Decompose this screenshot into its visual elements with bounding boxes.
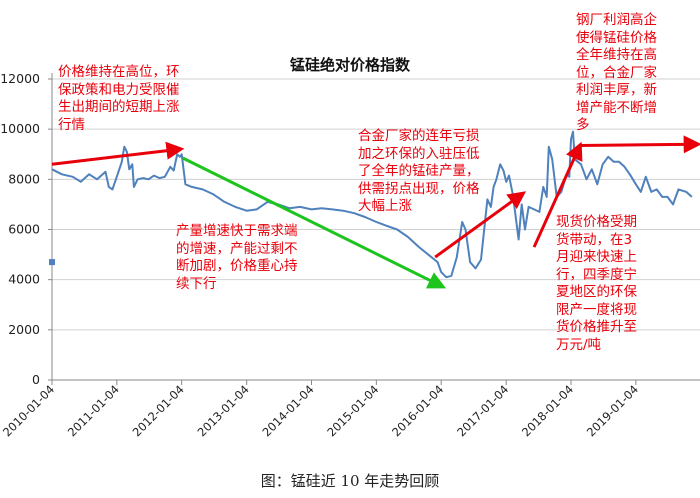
- annotation-2010-2011: 价格维持在高位，环 保政策和电力受限催 生出期间的短期上涨 行情: [58, 64, 180, 133]
- annotation-2018: 钢厂利润高企 使得锰硅价格 全年维持在高 位，合金厂家 利润丰厚，新 增产能不断…: [576, 12, 657, 133]
- y-tick-label: 8000: [8, 171, 40, 186]
- series-marker: [49, 259, 55, 266]
- trend-arrow-up: [532, 141, 583, 248]
- x-tick-label: 2013-01-04: [195, 382, 252, 439]
- x-tick-label: 2019-01-04: [584, 382, 641, 439]
- annotation-2017: 现货价格受期 货带动，在3 月迎来快速上 行，四季度宁 夏地区的环保 限产一度将…: [556, 214, 637, 353]
- figure-caption: 图：锰硅近 10 年走势回顾: [260, 472, 440, 490]
- y-tick-label: 0: [32, 372, 40, 387]
- x-tick-label: 2012-01-04: [130, 382, 187, 439]
- trend-arrows: [51, 135, 700, 289]
- chart-title: 锰硅绝对价格指数: [289, 56, 410, 74]
- x-tick-label: 2017-01-04: [454, 382, 511, 439]
- trend-arrow-up: [434, 191, 527, 259]
- x-tick-label: 2015-01-04: [324, 382, 381, 439]
- x-tick-label: 2011-01-04: [65, 382, 122, 439]
- axes: [48, 73, 700, 385]
- trend-arrow-down: [182, 156, 447, 289]
- x-tick-label: 2018-01-04: [519, 382, 576, 439]
- y-tick-label: 2000: [8, 322, 40, 337]
- trend-arrow-up: [579, 135, 700, 154]
- x-tick-label: 2016-01-04: [389, 382, 446, 439]
- series-line: [51, 130, 693, 279]
- annotation-2012-2015: 产量增速快于需求端 的增速，产能过剩不 断加剧，价格重心持 续下行: [176, 223, 298, 292]
- y-tick-label: 6000: [8, 222, 40, 237]
- annotation-2016: 合金厂家的连年亏损 加之环保的入驻压低 了全年的锰硅产量， 供需拐点出现，价格 …: [358, 128, 480, 214]
- x-tick-label: 2014-01-04: [259, 382, 316, 439]
- y-tick-label: 4000: [8, 272, 40, 287]
- gridlines: [52, 78, 700, 331]
- series-layer: [49, 130, 693, 279]
- trend-arrow-up: [51, 141, 185, 166]
- x-tick-labels: 2010-01-04 2011-01-04 2012-01-04 2013-01-04…: [0, 382, 641, 439]
- x-tick-label: 2010-01-04: [0, 382, 57, 439]
- y-tick-labels: 0 2000 4000 6000 8000 10000 12000: [0, 71, 40, 387]
- y-tick-label: 12000: [0, 71, 40, 86]
- y-tick-label: 10000: [0, 121, 40, 136]
